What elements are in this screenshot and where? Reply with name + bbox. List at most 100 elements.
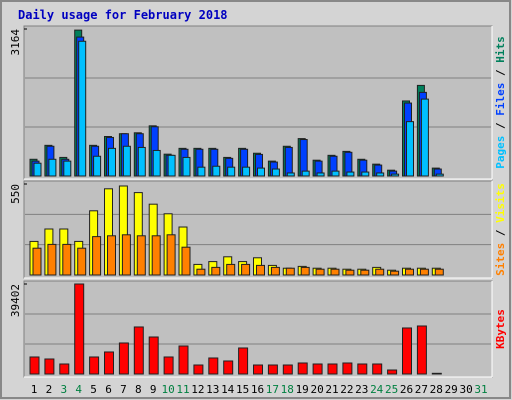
bar xyxy=(406,121,414,177)
x-tick-label: 23 xyxy=(355,383,368,396)
x-tick-label: 5 xyxy=(90,383,97,396)
chart-title: Daily usage for February 2018 xyxy=(18,8,228,22)
legend-entry: Sites xyxy=(494,243,507,276)
bar xyxy=(226,263,236,276)
bar xyxy=(241,263,251,276)
bar xyxy=(212,165,221,177)
plot-area xyxy=(23,280,493,378)
bar xyxy=(104,351,114,375)
bar xyxy=(181,246,191,276)
bar xyxy=(361,171,370,177)
y-tick-label: 550 xyxy=(9,184,22,204)
x-tick-label: 28 xyxy=(430,383,443,396)
bar xyxy=(257,167,265,177)
bar xyxy=(301,170,310,177)
bar xyxy=(121,234,131,276)
bar xyxy=(118,342,129,375)
bar xyxy=(74,283,85,375)
bar xyxy=(63,160,72,177)
bar xyxy=(92,236,102,276)
bar xyxy=(286,172,295,177)
legend: KBytes xyxy=(494,309,507,349)
bar xyxy=(284,146,293,177)
x-tick-label: 27 xyxy=(415,383,428,396)
bar xyxy=(402,327,412,375)
bar xyxy=(32,247,42,276)
x-tick-label: 31 xyxy=(474,383,487,396)
bar xyxy=(238,347,249,375)
legend-entry: Hits xyxy=(494,36,507,63)
bar xyxy=(253,364,263,375)
bar xyxy=(420,98,429,177)
bar xyxy=(360,269,370,276)
bar xyxy=(342,362,353,375)
bar xyxy=(151,235,161,276)
bar xyxy=(331,170,340,177)
bar xyxy=(300,266,310,276)
bar xyxy=(242,166,251,177)
bar xyxy=(431,372,442,375)
x-tick-label: 3 xyxy=(60,383,67,396)
bar xyxy=(182,156,191,177)
bar xyxy=(391,173,400,177)
bar xyxy=(29,356,40,375)
bar xyxy=(285,267,295,276)
bar xyxy=(357,363,368,375)
x-tick-label: 7 xyxy=(120,383,127,396)
x-tick-label: 20 xyxy=(310,383,323,396)
x-tick-label: 13 xyxy=(206,383,219,396)
bar xyxy=(312,363,323,375)
legend: Sites / Visits xyxy=(494,183,507,276)
x-tick-label: 18 xyxy=(281,383,294,396)
x-tick-label: 10 xyxy=(161,383,174,396)
bar xyxy=(208,357,219,375)
bar xyxy=(136,235,146,276)
x-tick-label: 11 xyxy=(176,383,189,396)
bar xyxy=(327,363,338,375)
bar xyxy=(376,172,385,177)
y-tick-label: 39402 xyxy=(9,284,22,317)
legend-separator: / xyxy=(494,116,507,136)
x-tick-label: 15 xyxy=(236,383,249,396)
legend-entry: KBytes xyxy=(494,309,507,349)
bar xyxy=(193,364,204,375)
x-tick-label: 17 xyxy=(266,383,279,396)
x-tick-label: 14 xyxy=(221,383,235,396)
bar xyxy=(375,268,385,276)
bar xyxy=(77,247,87,276)
bar xyxy=(345,269,355,276)
bar xyxy=(48,158,57,177)
x-tick-label: 19 xyxy=(296,383,309,396)
legend-entry: Visits xyxy=(494,183,507,223)
legend: Pages / Files / Hits xyxy=(494,36,507,169)
x-tick-label: 6 xyxy=(105,383,112,396)
bar xyxy=(148,336,159,375)
bar xyxy=(297,362,308,375)
x-tick-label: 26 xyxy=(400,383,413,396)
bar xyxy=(167,154,176,177)
bar xyxy=(271,168,280,177)
bar xyxy=(59,363,70,375)
x-tick-label: 22 xyxy=(340,383,353,396)
bar xyxy=(108,147,116,177)
bar xyxy=(387,369,398,375)
bar xyxy=(178,345,189,375)
bar xyxy=(315,268,325,276)
legend-entry: Pages xyxy=(494,136,507,169)
bar xyxy=(133,326,144,375)
bar xyxy=(197,166,206,177)
bar xyxy=(93,155,102,177)
legend-entry: Files xyxy=(494,83,507,116)
bar xyxy=(346,171,355,177)
x-tick-label: 29 xyxy=(445,383,458,396)
bar xyxy=(196,268,206,276)
x-tick-label: 2 xyxy=(46,383,53,396)
bar xyxy=(163,356,174,375)
bar xyxy=(44,358,55,375)
x-tick-label: 1 xyxy=(31,383,38,396)
legend-separator: / xyxy=(494,63,507,83)
x-tick-label: 9 xyxy=(150,383,157,396)
bar xyxy=(270,266,280,276)
